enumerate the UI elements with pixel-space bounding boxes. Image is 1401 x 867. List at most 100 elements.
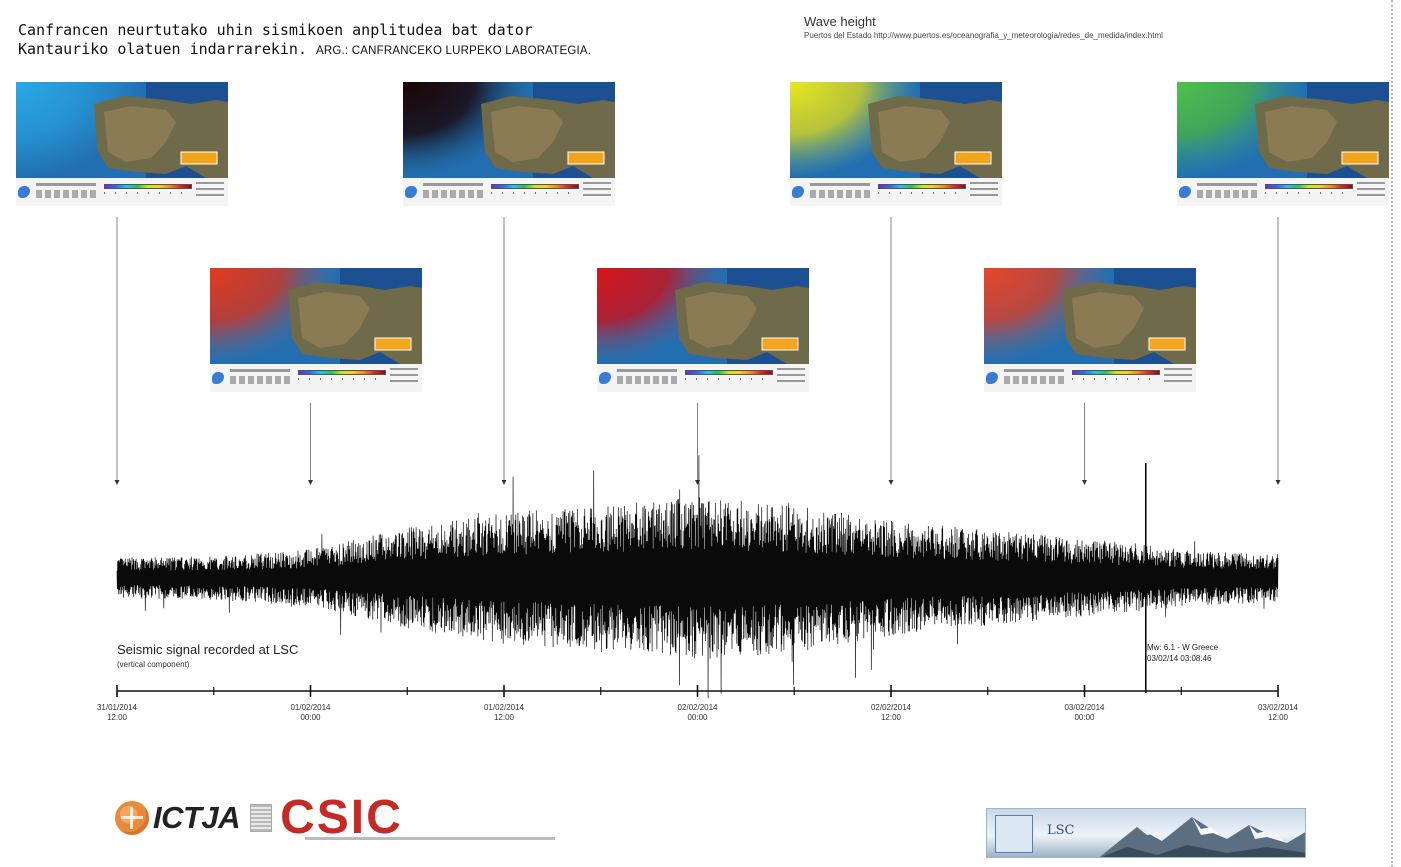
wave-height-map-card <box>403 82 615 206</box>
legend-note <box>776 368 805 386</box>
wave-height-map-card <box>790 82 1002 206</box>
color-scale-ticks <box>297 378 386 380</box>
map-connector-arrow <box>308 480 313 485</box>
color-scale-ticks <box>684 378 773 380</box>
map-connector-arrow <box>1082 480 1087 485</box>
map-connector-arrow <box>1275 480 1281 485</box>
iberia-map-icon <box>403 82 615 178</box>
map-legend <box>790 178 1002 206</box>
x-tick-label-time: 00:00 <box>300 713 321 722</box>
legend-note <box>970 182 998 200</box>
legend-label <box>810 183 870 186</box>
mountains-icon <box>1099 817 1305 857</box>
legend-label <box>229 369 290 372</box>
iberia-map-icon <box>596 268 809 364</box>
legend-sub <box>1003 376 1064 384</box>
wave-height-source: Puertos del Estado http://www.puertos.es… <box>804 31 1163 40</box>
lsc-logo-banner: LSC <box>986 808 1306 858</box>
x-tick-label-date: 03/02/2014 <box>1064 703 1105 712</box>
wave-height-map <box>209 268 422 364</box>
legend-label <box>1003 369 1064 372</box>
map-legend <box>403 178 615 206</box>
lsc-wordmark: LSC <box>1047 823 1075 838</box>
wave-height-map <box>1177 82 1389 178</box>
color-scale-ticks <box>491 192 579 194</box>
legend-note <box>389 368 418 386</box>
legend-note <box>1357 182 1385 200</box>
wave-height-map-card <box>16 82 228 206</box>
lsc-emblem-icon <box>995 815 1033 853</box>
map-legend <box>983 364 1196 392</box>
map-connector-arrow <box>501 480 507 485</box>
map-connector-arrow <box>114 480 120 485</box>
event-label-line-1: Mw: 6.1 - W Greece <box>1147 643 1219 652</box>
color-scale-bar <box>104 184 192 189</box>
x-tick-label-date: 02/02/2014 <box>677 703 718 712</box>
caption-line-1: Canfrancen neurtutako uhin sismikoen anp… <box>18 21 533 39</box>
legend-label <box>423 183 483 186</box>
legend-sub <box>229 376 290 384</box>
iberia-map-icon <box>16 82 228 178</box>
chart-title: Seismic signal recorded at LSC <box>117 642 298 657</box>
map-legend <box>1177 178 1389 206</box>
x-tick-label-time: 12:00 <box>107 713 128 722</box>
csic-wordmark: CSIC <box>280 791 403 844</box>
iberia-map-icon <box>790 82 1002 178</box>
wave-height-map-card <box>209 268 422 392</box>
color-scale-ticks <box>104 192 192 194</box>
color-scale-ticks <box>1071 378 1160 380</box>
map-legend <box>209 364 422 392</box>
puertos-logo-icon <box>792 186 804 198</box>
x-tick-label-date: 02/02/2014 <box>871 703 912 712</box>
x-tick-label-time: 00:00 <box>687 713 708 722</box>
wave-height-map <box>983 268 1196 364</box>
wave-height-map-card <box>1177 82 1389 206</box>
legend-note <box>196 182 224 200</box>
legend-sub <box>423 190 483 198</box>
caption-line-2-text: Kantauriko olatuen indarrarekin. <box>18 40 307 58</box>
iberia-map-icon <box>1177 82 1389 178</box>
legend-sub <box>810 190 870 198</box>
wave-height-map <box>403 82 615 178</box>
color-scale-ticks <box>878 192 966 194</box>
x-tick-label-time: 00:00 <box>1074 713 1095 722</box>
puertos-logo-icon <box>211 372 224 384</box>
wave-height-map <box>790 82 1002 178</box>
color-scale-ticks <box>1265 192 1353 194</box>
color-scale-bar <box>491 184 579 189</box>
color-scale-bar <box>1071 370 1160 375</box>
legend-label <box>1197 183 1257 186</box>
right-dotted-border <box>1391 0 1393 867</box>
legend-sub <box>616 376 677 384</box>
caption-line-2: Kantauriko olatuen indarrarekin. ARG.: C… <box>18 40 778 61</box>
csic-emblem-icon <box>250 804 273 832</box>
wave-height-title: Wave height <box>804 14 876 29</box>
puertos-logo-icon <box>598 372 611 384</box>
x-tick-label-date: 01/02/2014 <box>290 703 331 712</box>
wave-height-map <box>596 268 809 364</box>
seismic-trace <box>116 455 1279 699</box>
iberia-map-icon <box>983 268 1196 364</box>
ictja-wordmark: ICTJA <box>153 800 241 835</box>
x-tick-label-date: 01/02/2014 <box>484 703 525 712</box>
color-scale-bar <box>1265 184 1353 189</box>
legend-note <box>583 182 611 200</box>
iberia-map-icon <box>209 268 422 364</box>
wave-height-map-card <box>596 268 809 392</box>
color-scale-bar <box>297 370 386 375</box>
wave-height-map-card <box>983 268 1196 392</box>
x-axis: 31/01/201412:0001/02/201400:0001/02/2014… <box>97 685 1299 722</box>
legend-label <box>36 183 96 186</box>
legend-note <box>1163 368 1192 386</box>
legend-label <box>616 369 677 372</box>
puertos-logo-icon <box>985 372 998 384</box>
figure-caption: Canfrancen neurtutako uhin sismikoen anp… <box>18 21 778 61</box>
map-legend <box>596 364 809 392</box>
ictja-csic-logo: ICTJA CSIC <box>115 791 555 844</box>
chart-subtitle: (vertical component) <box>117 660 190 669</box>
x-tick-label-date: 03/02/2014 <box>1258 703 1299 712</box>
puertos-logo-icon <box>1179 186 1191 198</box>
color-scale-bar <box>684 370 773 375</box>
csic-subtitle-line <box>305 837 555 840</box>
